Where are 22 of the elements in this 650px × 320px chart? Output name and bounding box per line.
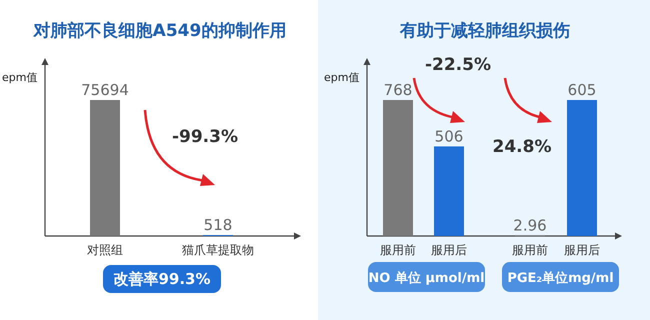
- x-tick-label: 服用前: [380, 243, 416, 257]
- x-tick-label: 服用后: [431, 243, 467, 257]
- data-label: 605: [568, 81, 596, 99]
- text: 改善率99.3%: [113, 270, 211, 288]
- x-tick-label: 服用后: [564, 243, 600, 257]
- chart-title: 对肺部不良细胞A549的抑制作用: [32, 21, 286, 41]
- y-axis-title: epm值: [324, 71, 360, 84]
- data-label: 506: [434, 127, 464, 146]
- annotation: -99.3%: [172, 127, 238, 147]
- x-tick-label: 猫爪草提取物: [182, 243, 254, 257]
- chart-title: 有助于减轻肺组织损伤: [399, 21, 570, 41]
- data-label: 768: [384, 81, 412, 99]
- data-label: 518: [204, 216, 232, 234]
- x-tick-label: 服用前: [512, 243, 548, 257]
- data-label: 2.96: [513, 216, 547, 234]
- annotation: 24.8%: [492, 137, 552, 157]
- data-label: 75694: [81, 81, 129, 99]
- text: PGE₂单位mg/ml: [507, 270, 614, 286]
- x-tick-label: 对照组: [87, 243, 123, 257]
- y-axis-title: epm值: [2, 71, 38, 84]
- text: NO 单位 μmol/ml: [368, 270, 485, 286]
- text: -22.5%: [424, 55, 492, 75]
